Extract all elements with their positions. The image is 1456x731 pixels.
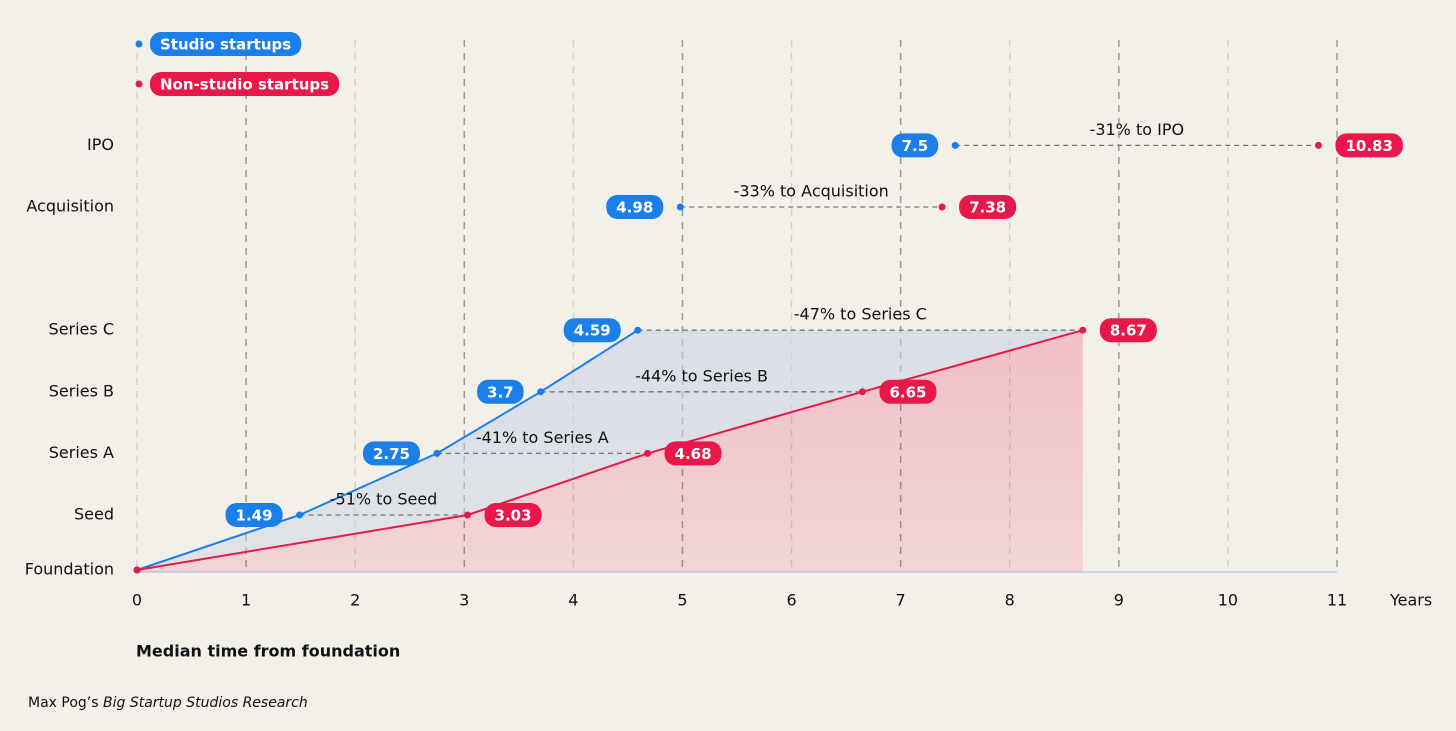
y-tick-label: Series B [49,381,114,400]
value-label-bg [664,441,722,466]
value-label-bg [1099,318,1157,343]
legend-dot [135,40,143,48]
dot [433,449,441,457]
gap-label: -41% to Series A [476,428,609,447]
legend-label-bg [150,72,340,96]
dot [464,511,472,519]
dot [676,203,684,211]
value-label-bg [484,503,542,527]
value-label: 4.59 [574,322,611,340]
y-tick-label: Seed [74,505,114,524]
gap-label: -31% to IPO [1090,120,1185,139]
gap-label: -51% to Seed [330,490,438,509]
value-label-bg [891,133,939,158]
x-tick-label: 1 [241,591,251,610]
value-label-bg [477,379,524,404]
x-tick-label: 7 [896,591,906,610]
x-tick-label: 8 [1005,591,1015,610]
y-tick-label: IPO [87,135,114,154]
value-label-bg [1335,133,1403,158]
value-label: 8.67 [1110,322,1147,340]
gap-label: -33% to Acquisition [734,182,889,201]
x-tick-label: 11 [1327,591,1347,610]
y-tick-label: Series A [49,443,114,462]
x-tick-label: 10 [1218,591,1238,610]
x-tick-label: 3 [459,591,469,610]
area [137,330,1083,570]
x-unit: Years [1389,591,1432,610]
legend-dot [135,80,143,88]
value-label: 10.83 [1345,137,1392,155]
source: Max Pog’s Big Startup Studios Research [28,695,308,711]
x-tick-label: 4 [568,591,578,610]
x-tick-label: 6 [786,591,796,610]
dot [938,203,946,211]
gap-label: -44% to Series B [635,366,768,385]
dot [634,326,642,334]
source-prefix: Max Pog’s [28,695,99,711]
dot [644,449,652,457]
x-tick-label: 9 [1114,591,1124,610]
value-label: 7.38 [969,199,1006,217]
value-label: 1.49 [236,507,273,525]
value-label-bg [959,195,1017,219]
value-label: 3.7 [487,383,514,401]
dot [537,388,545,396]
source-title: Big Startup Studios Research [103,695,308,711]
value-label: 2.75 [373,445,410,463]
value-label: 7.5 [902,137,929,155]
legend-label: Studio startups [160,36,291,54]
dot [133,566,141,574]
gap-label: -47% to Series C [794,305,927,324]
dot [1079,326,1087,334]
dot [858,388,866,396]
x-tick-label: 0 [132,591,142,610]
y-tick-label: Foundation [25,560,114,579]
value-label-bg [606,195,664,219]
dot [951,141,959,149]
x-tick-label: 2 [350,591,360,610]
value-label: 3.03 [495,507,532,525]
value-label-bg [225,503,283,527]
dot [1314,141,1322,149]
value-label: 4.68 [675,445,712,463]
value-label-bg [879,379,937,404]
y-tick-label: Series C [49,320,114,339]
value-label: 4.98 [616,199,653,217]
x-axis-label: Median time from foundation [136,642,400,661]
y-tick-label: Acquisition [26,197,114,216]
dot [296,511,304,519]
x-tick-label: 5 [677,591,687,610]
value-label-bg [563,318,621,343]
value-label-bg [362,441,420,466]
legend-label: Non-studio startups [160,76,329,94]
value-label: 6.65 [889,383,926,401]
legend-label-bg [150,32,302,56]
area [137,330,1083,572]
